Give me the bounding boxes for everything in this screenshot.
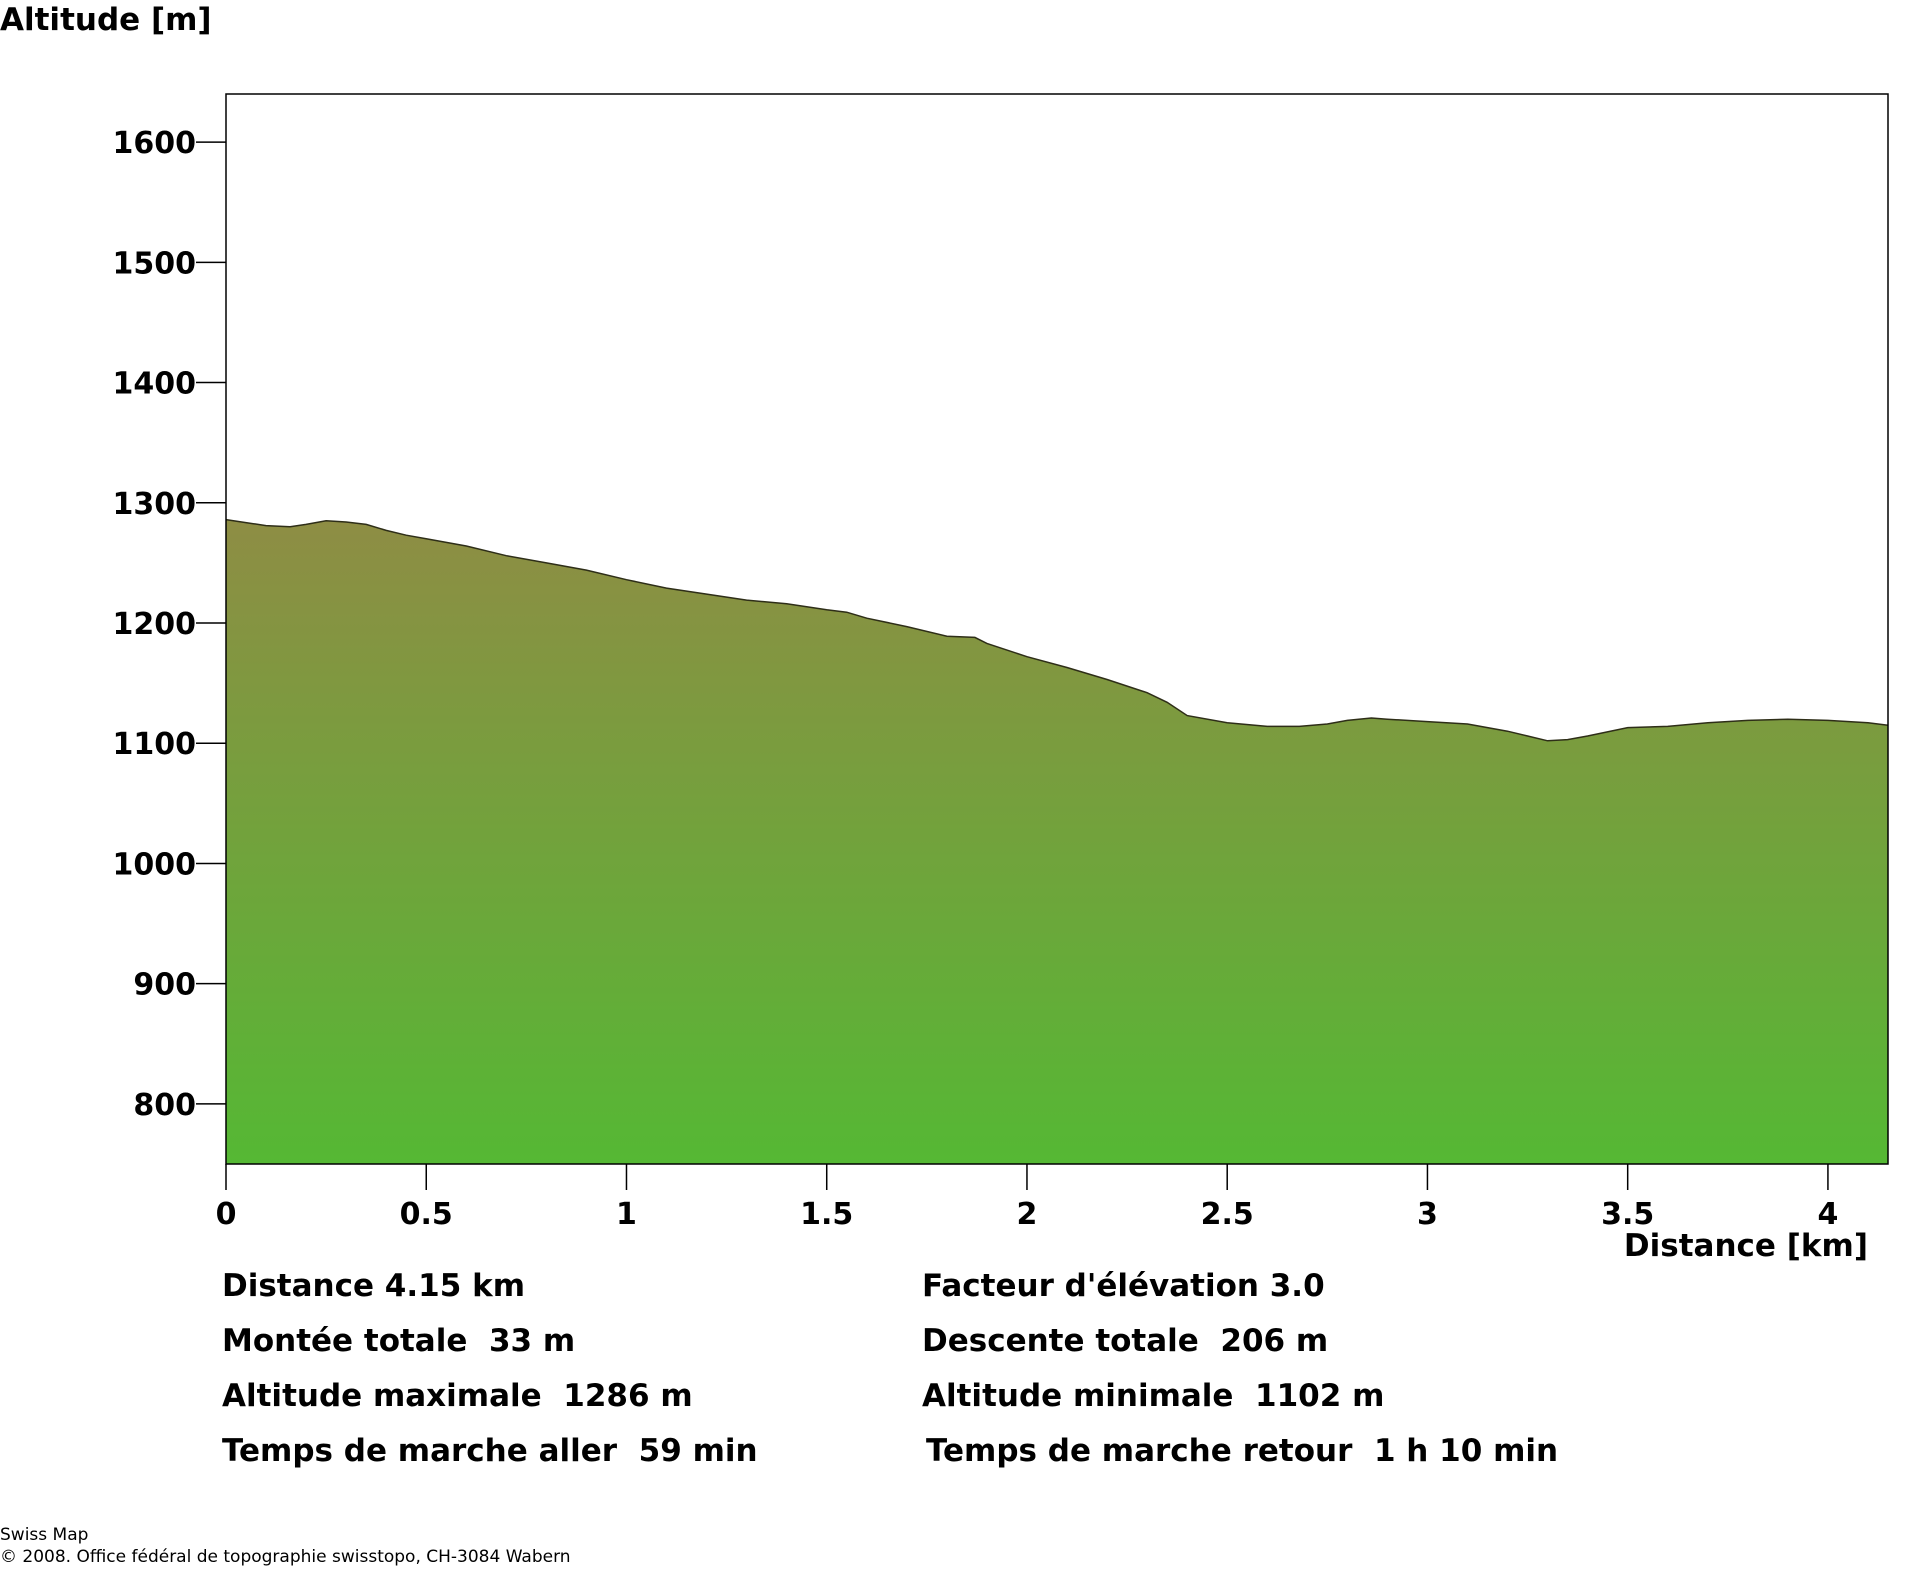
x-tick-label: 1.5 [800, 1197, 853, 1232]
x-tick-label: 0 [216, 1197, 237, 1232]
y-tick-label: 1100 [113, 727, 197, 762]
plot-frame [225, 93, 1889, 1165]
y-tick-label: 900 [133, 968, 196, 1003]
x-tick-label: 2.5 [1201, 1197, 1254, 1232]
credit-source: Swiss Map [0, 1525, 89, 1545]
stat-min-altitude: Altitude minimale 1102 m [922, 1378, 1385, 1414]
x-axis: 0 0.5 1 1.5 2 2.5 3 3.5 4 [216, 1164, 1838, 1232]
credit-copyright: © 2008. Office fédéral de topographie sw… [0, 1547, 571, 1567]
x-tick-label: 0.5 [400, 1197, 453, 1232]
x-tick-label: 2 [1017, 1197, 1038, 1232]
x-tick-label: 4 [1817, 1197, 1838, 1232]
stat-elevation-factor: Facteur d'élévation 3.0 [922, 1268, 1325, 1304]
stat-total-ascent: Montée totale 33 m [222, 1323, 576, 1359]
y-axis: 800 900 1000 1100 1200 1300 1400 1500 1600 [113, 126, 226, 1123]
elevation-line [225, 518, 1889, 742]
stat-total-descent: Descente totale 206 m [922, 1323, 1329, 1359]
x-axis-title: Distance [km] [1624, 1228, 1868, 1264]
x-tick-label: 1 [616, 1197, 637, 1232]
y-tick-label: 1600 [113, 126, 197, 161]
y-tick-label: 800 [133, 1088, 196, 1123]
x-tick-label: 3 [1417, 1197, 1438, 1232]
y-tick-label: 1400 [113, 367, 197, 402]
elevation-area [226, 519, 1888, 1164]
x-tick-label: 3.5 [1601, 1197, 1654, 1232]
y-tick-label: 1000 [113, 847, 197, 882]
stat-walk-time-back: Temps de marche retour 1 h 10 min [926, 1433, 1559, 1469]
y-tick-label: 1200 [113, 607, 197, 642]
stat-max-altitude: Altitude maximale 1286 m [222, 1378, 693, 1414]
stat-distance: Distance 4.15 km [222, 1268, 526, 1304]
y-tick-label: 1500 [113, 246, 197, 281]
y-tick-label: 1300 [113, 487, 197, 522]
stat-walk-time-out: Temps de marche aller 59 min [222, 1433, 758, 1469]
y-axis-title: Altitude [m] [0, 2, 212, 38]
